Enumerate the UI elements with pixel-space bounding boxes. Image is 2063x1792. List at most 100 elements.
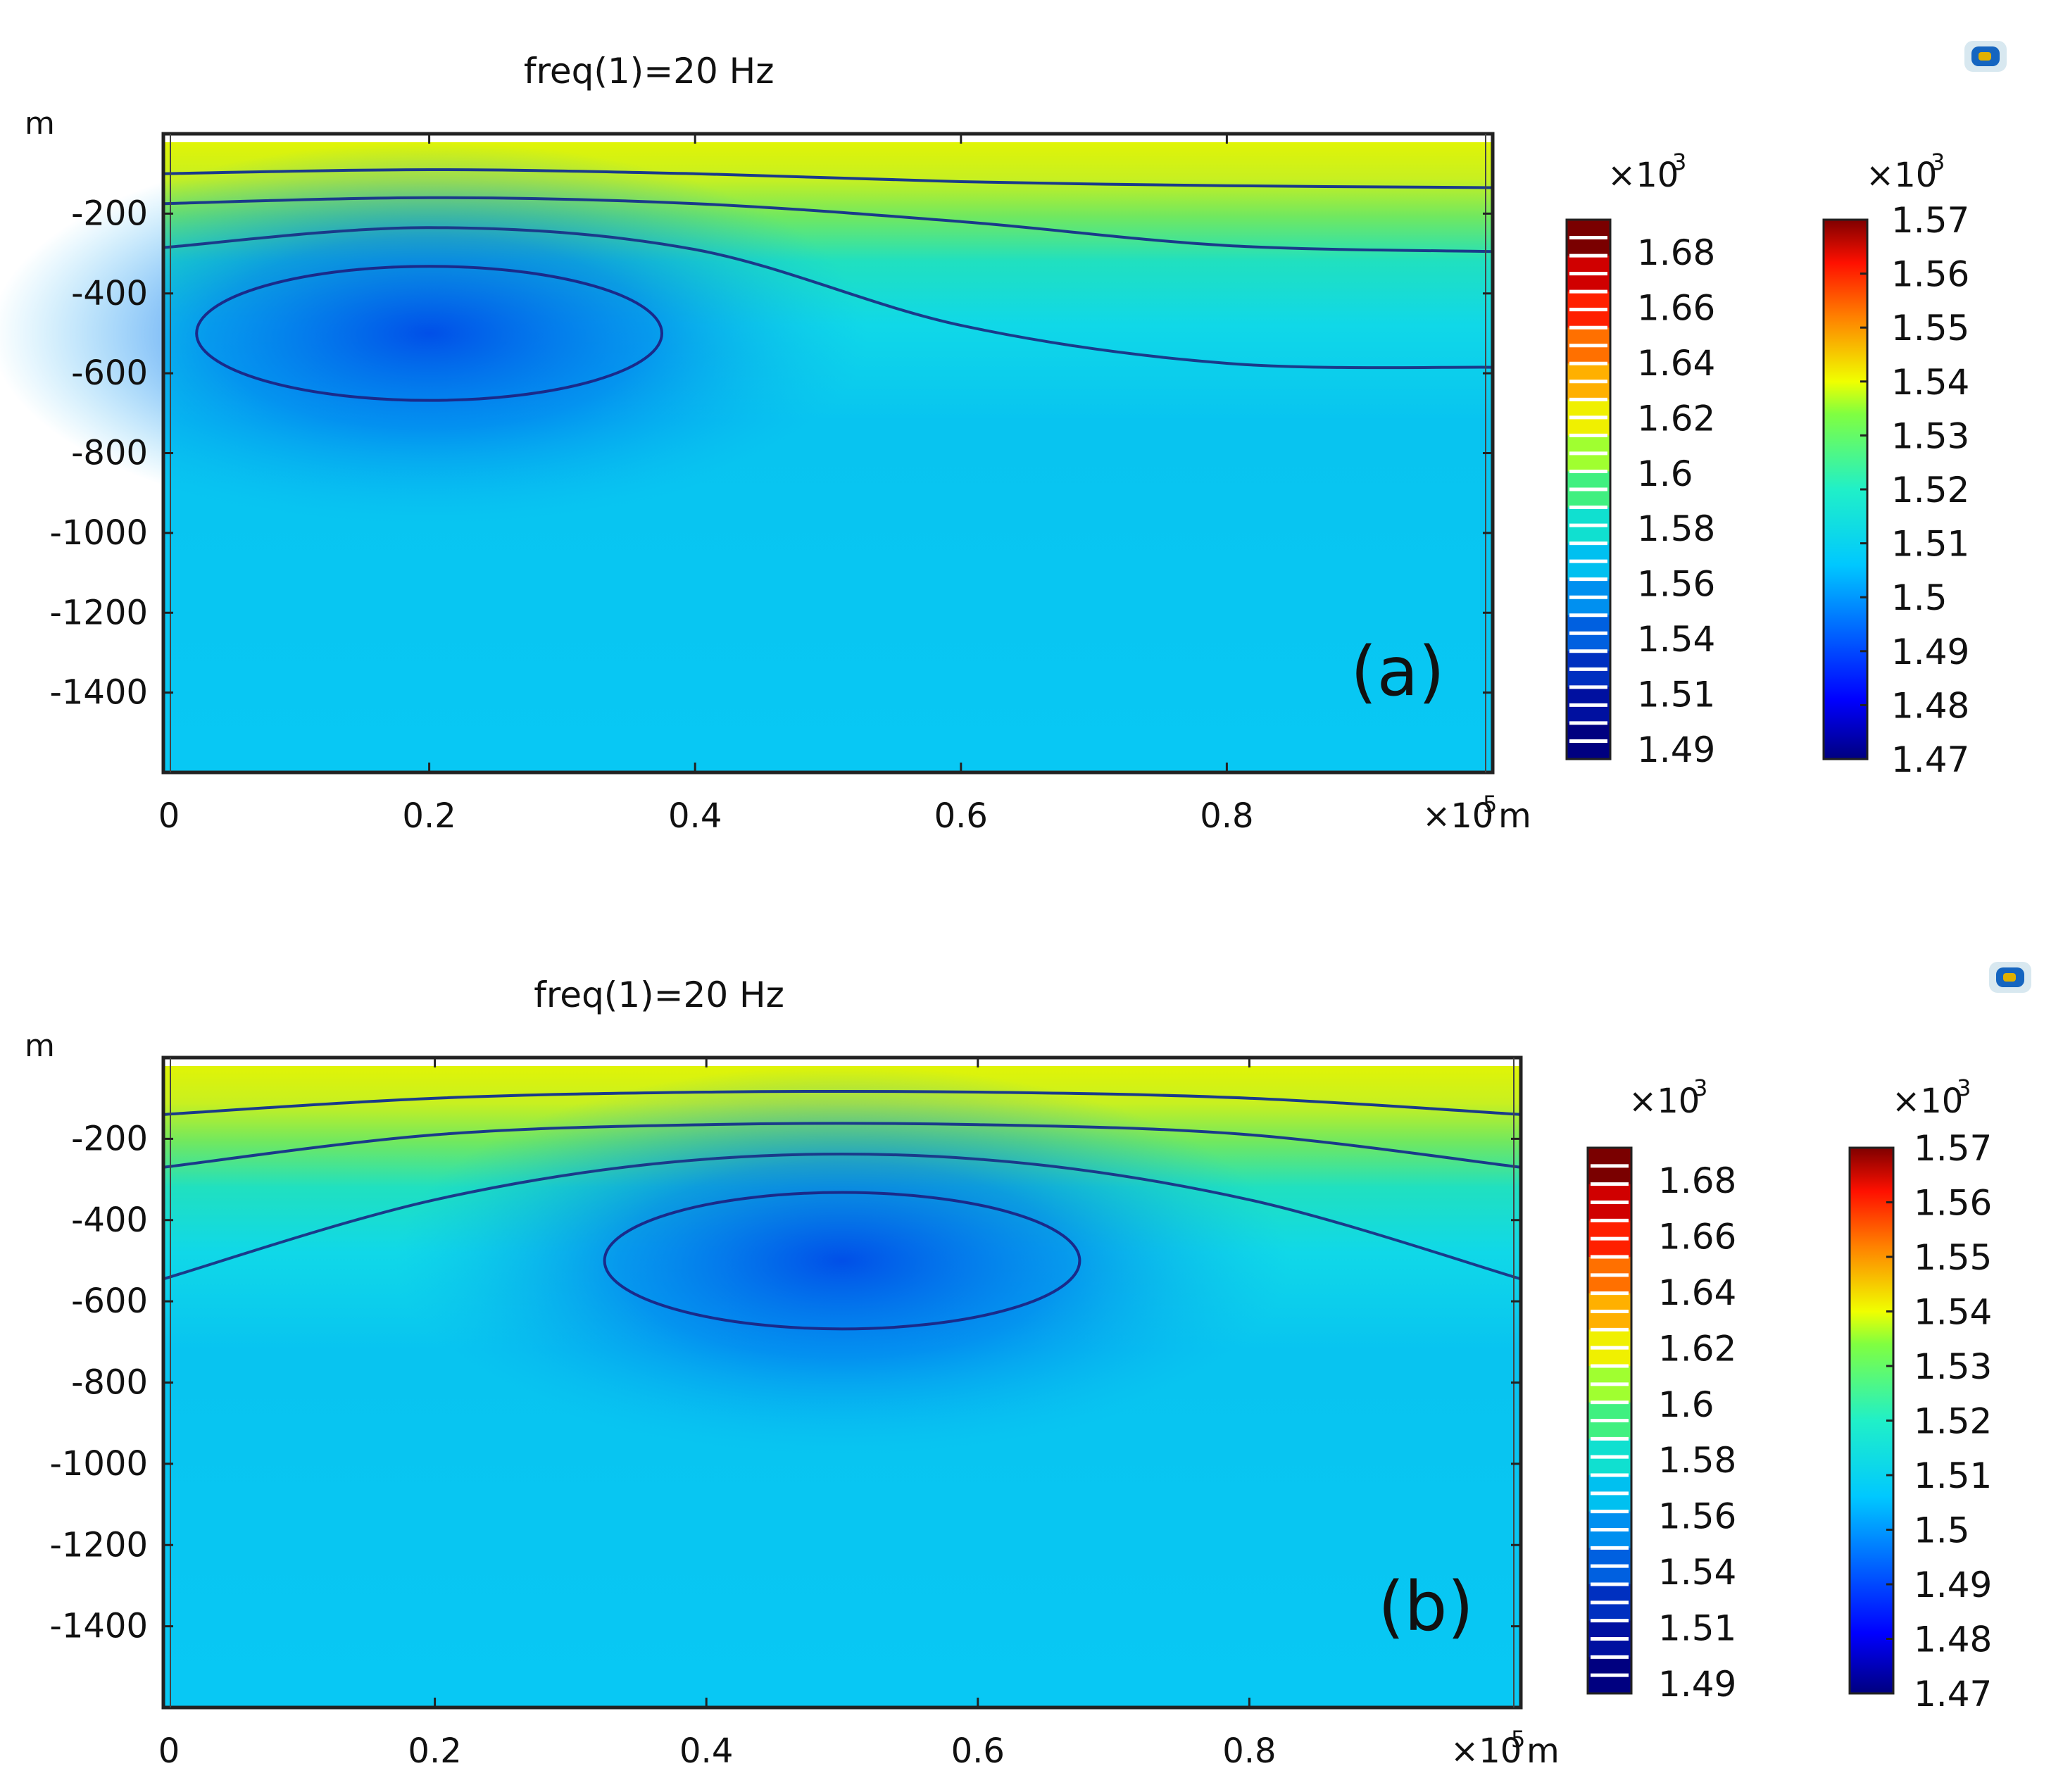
y-tick-label: -400: [71, 1201, 148, 1240]
contour-legend-label: 1.51: [1637, 675, 1715, 715]
contour-legend-exponent: 3: [1672, 149, 1686, 175]
surface-legend-label: 1.47: [1914, 1674, 1992, 1715]
contour-legend-label: 1.49: [1637, 729, 1715, 770]
y-tick-label: -200: [71, 194, 148, 233]
contour-line: [163, 1089, 1522, 1116]
contour-legend-label: 1.58: [1637, 508, 1715, 549]
y-axis-unit: m: [25, 106, 55, 142]
surface-strip: [163, 1058, 1521, 1066]
surface-legend-label: 1.5: [1914, 1510, 1970, 1551]
contour-legend-label: 1.6: [1637, 453, 1693, 494]
contour-line: [163, 1153, 1522, 1281]
surface-legend-label: 1.56: [1914, 1183, 1992, 1224]
contour-legend-frame: [1565, 218, 1612, 760]
x-tick-label: 0.8: [1200, 796, 1253, 836]
contour-line: [163, 168, 1493, 189]
comsol-logo-icon: [1964, 41, 2007, 72]
plot-title: freq(1)=20 Hz: [524, 51, 775, 92]
y-tick-label: -200: [71, 1119, 148, 1158]
x-axis-unit: m: [1498, 796, 1531, 836]
surface-legend-label: 1.52: [1914, 1401, 1992, 1442]
surface-legend-label: 1.51: [1891, 524, 1969, 565]
surface-strip: [163, 134, 1493, 142]
surface-legend-exponent: 3: [1957, 1074, 1971, 1101]
y-tick-label: -400: [71, 274, 148, 313]
surface-legend-label: 1.53: [1914, 1346, 1992, 1387]
contour-line: [163, 1122, 1522, 1169]
contour-line: [163, 196, 1493, 253]
sound-speed-minimum-shading: [394, 1065, 1291, 1456]
contour-legend-label: 1.68: [1637, 232, 1715, 273]
surface-legend-label: 1.57: [1891, 200, 1969, 241]
x-tick-label: 0.2: [408, 1731, 461, 1771]
y-tick-label: -1200: [50, 1525, 148, 1565]
contour-legend-label: 1.54: [1637, 619, 1715, 660]
y-tick-label: -600: [71, 353, 148, 393]
x-axis-unit: m: [1526, 1731, 1560, 1771]
contour-legend-label: 1.56: [1637, 564, 1715, 605]
x-axis-multiplier: ×10: [1422, 796, 1493, 836]
contour-legend-exponent: 3: [1693, 1074, 1707, 1101]
y-tick-label: -600: [71, 1282, 148, 1321]
x-axis-multiplier-exponent: 5: [1483, 791, 1497, 817]
y-tick-label: -1200: [50, 593, 148, 632]
surface-legend-label: 1.54: [1891, 362, 1969, 403]
y-tick-label: -1400: [50, 673, 148, 713]
comsol-logo-icon: [1989, 962, 2031, 993]
surface-legend-label: 1.53: [1891, 415, 1969, 456]
surface-legend-label: 1.48: [1914, 1619, 1992, 1660]
surface-legend-label: 1.48: [1891, 685, 1969, 726]
y-tick-label: -1000: [50, 513, 148, 553]
y-axis-unit: m: [25, 1028, 55, 1064]
contour-legend-label: 1.66: [1658, 1216, 1736, 1257]
x-tick-label: 0.4: [668, 796, 722, 836]
contour-legend-label: 1.66: [1637, 287, 1715, 328]
contour-legend-multiplier: ×10: [1607, 156, 1679, 195]
contour-legend-label: 1.56: [1658, 1496, 1736, 1537]
x-tick-label: 0.2: [402, 796, 456, 836]
surface-legend-label: 1.56: [1891, 254, 1969, 295]
surface-legend-multiplier: ×10: [1892, 1082, 1963, 1121]
contour-legend-label: 1.64: [1637, 343, 1715, 384]
contour-legend-label: 1.58: [1658, 1440, 1736, 1481]
surface-legend-exponent: 3: [1931, 149, 1945, 175]
surface-legend-label: 1.52: [1891, 470, 1969, 510]
contour-legend-label: 1.54: [1658, 1552, 1736, 1593]
surface-legend-label: 1.47: [1891, 739, 1969, 780]
x-tick-label: 0.6: [951, 1731, 1005, 1771]
contour-line: [163, 226, 1493, 370]
contour-legend-label: 1.49: [1658, 1664, 1736, 1705]
surface-legend-label: 1.57: [1914, 1128, 1992, 1169]
x-tick-label: 0: [158, 796, 180, 836]
surface-legend-bar: [1848, 1146, 1895, 1695]
x-tick-label: 0.4: [679, 1731, 733, 1771]
surface-legend-multiplier: ×10: [1866, 156, 1937, 195]
contour-line-closed: [195, 265, 663, 402]
x-axis-multiplier-exponent: 5: [1511, 1726, 1525, 1753]
y-tick-label: -800: [71, 1363, 148, 1403]
x-tick-label: 0.8: [1222, 1731, 1276, 1771]
y-tick-label: -1000: [50, 1444, 148, 1484]
surface-legend-label: 1.54: [1914, 1292, 1992, 1333]
contour-legend-label: 1.62: [1658, 1328, 1736, 1369]
y-tick-label: -800: [71, 434, 148, 473]
surface-legend-label: 1.5: [1891, 577, 1948, 618]
x-tick-label: 0.6: [934, 796, 988, 836]
x-axis-multiplier: ×10: [1450, 1731, 1522, 1771]
contour-legend-label: 1.64: [1658, 1272, 1736, 1313]
surface-legend-label: 1.49: [1914, 1565, 1992, 1605]
plot-title: freq(1)=20 Hz: [534, 975, 784, 1015]
surface-legend-label: 1.55: [1891, 308, 1969, 349]
panel-label: (a): [1350, 632, 1445, 711]
y-tick-label: -1400: [50, 1607, 148, 1646]
contour-line-closed: [603, 1191, 1081, 1331]
surface-legend-label: 1.51: [1914, 1455, 1992, 1496]
contour-legend-label: 1.51: [1658, 1608, 1736, 1649]
x-tick-label: 0: [158, 1731, 180, 1771]
surface-legend-label: 1.55: [1914, 1237, 1992, 1278]
surface-legend-label: 1.49: [1891, 632, 1969, 672]
contour-legend-label: 1.6: [1658, 1384, 1714, 1425]
